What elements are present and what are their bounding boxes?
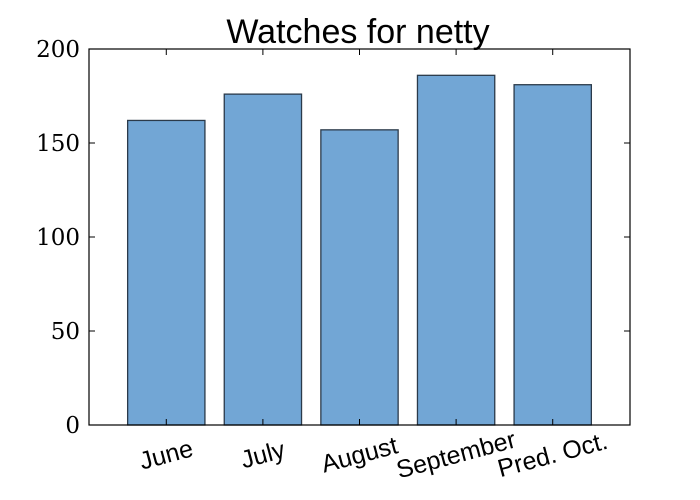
- bar-september: [416, 74, 496, 426]
- y-axis: 0 50 100 150 200: [36, 37, 630, 439]
- bars-group: [126, 74, 593, 426]
- x-tick-label: August: [318, 431, 400, 478]
- x-tick-label: June: [136, 434, 196, 475]
- bar-july: [223, 93, 303, 426]
- y-tick-label: 0: [65, 413, 80, 439]
- y-tick-label: 150: [36, 131, 80, 157]
- y-tick-label: 200: [36, 37, 80, 63]
- x-tick-label: July: [238, 436, 289, 475]
- bar-june: [126, 119, 206, 426]
- bar-august: [320, 129, 399, 426]
- y-tick-label: 100: [36, 225, 80, 251]
- plot-frame: [88, 48, 631, 426]
- bar-pred-oct: [513, 84, 593, 426]
- chart-title: Watches for netty: [226, 13, 489, 51]
- y-tick-label: 50: [51, 319, 80, 345]
